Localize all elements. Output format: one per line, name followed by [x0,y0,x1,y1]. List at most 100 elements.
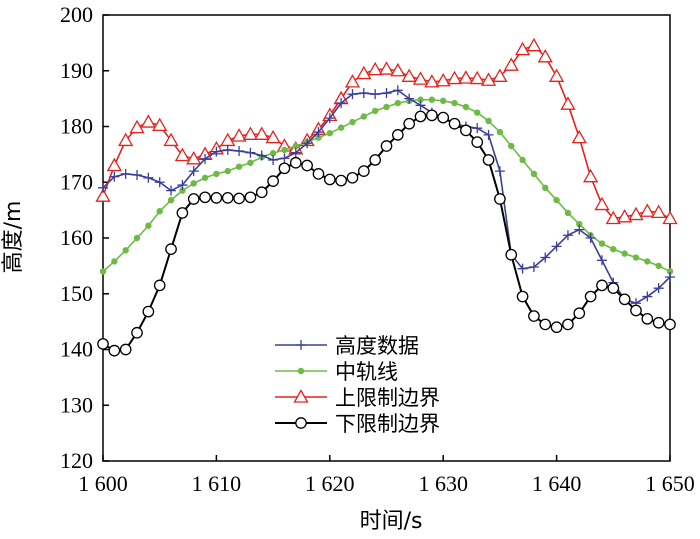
data-point [632,254,640,261]
data-point [628,206,644,221]
data-point [496,128,504,136]
data-point [560,96,576,110]
legend-label: 高度数据 [335,334,419,358]
data-point [426,109,438,122]
data-point [145,222,152,229]
data-point [503,57,519,71]
data-point [574,224,585,235]
data-point [224,167,231,175]
x-tick-label: 1 620 [305,471,355,496]
data-point [390,62,406,77]
data-point [391,129,404,141]
data-point [152,117,168,132]
data-point [349,118,356,126]
data-point [296,340,306,350]
y-tick-label: 130 [60,392,93,417]
data-point [528,310,540,322]
data-point [553,196,560,204]
data-point [665,272,675,283]
data-point [119,343,132,356]
data-point [156,208,163,215]
data-point [639,203,655,217]
axes: 1 600 1 610 1 620 1 630 1 640 1 650 120 130 140 1… [60,2,695,496]
data-point [323,173,336,186]
data-point [483,129,494,140]
data-point [179,187,186,194]
data-point [618,293,631,306]
data-point [403,117,416,130]
data-point [424,74,440,88]
data-point [297,367,305,375]
data-point [530,170,538,178]
data-point [281,146,288,154]
data-point [519,156,526,164]
data-point [517,263,528,274]
data-point [153,279,166,292]
data-point [492,68,508,82]
data-point [585,233,596,243]
y-tick-label: 170 [60,169,93,194]
data-point [598,240,606,247]
data-point [211,146,222,157]
data-point [371,107,379,115]
series-line [102,89,671,305]
data-point [176,207,189,219]
series-1 [98,85,675,309]
data-point [295,417,307,429]
data-point [392,85,403,96]
data-point [378,61,395,75]
data-point [505,248,518,261]
data-point [132,170,143,181]
data-point [571,129,587,144]
data-point [412,71,429,85]
data-point [383,103,390,111]
data-point [537,48,553,63]
data-point [201,174,209,181]
y-tick-label: 160 [60,225,93,250]
data-point [199,191,211,204]
data-point [621,250,628,257]
data-point [292,142,299,150]
x-tick-label: 1 610 [192,471,242,496]
data-point [255,186,268,199]
data-point [220,132,236,147]
data-point [540,252,551,263]
data-point [482,154,495,166]
data-point [97,338,109,350]
x-tick-label: 1 630 [418,471,468,496]
data-point [143,172,154,183]
data-point [435,72,451,87]
data-point [605,210,621,225]
data-point [550,321,563,334]
data-point [344,74,361,88]
data-point [516,290,529,303]
data-point [446,70,463,85]
data-point [576,220,583,228]
data-point [313,127,324,138]
legend-label: 上限制边界 [335,386,440,410]
data-point [542,184,549,192]
data-point [108,344,121,357]
data-point [641,312,654,325]
data-point [190,180,197,187]
data-point [231,128,247,142]
data-point [166,185,177,196]
y-tick-label: 180 [60,114,93,139]
data-point [480,72,497,86]
data-point [448,117,461,130]
data-point [109,171,120,182]
data-point [653,283,664,294]
data-point [256,150,267,161]
data-point [122,247,129,254]
data-point [607,282,620,295]
data-point [154,177,165,188]
data-point [573,307,586,320]
data-point [221,192,234,204]
data-point [662,210,678,225]
data-point [358,88,369,99]
series-4 [97,109,676,357]
data-point [167,196,175,204]
data-point [233,192,245,205]
data-point [336,98,347,109]
